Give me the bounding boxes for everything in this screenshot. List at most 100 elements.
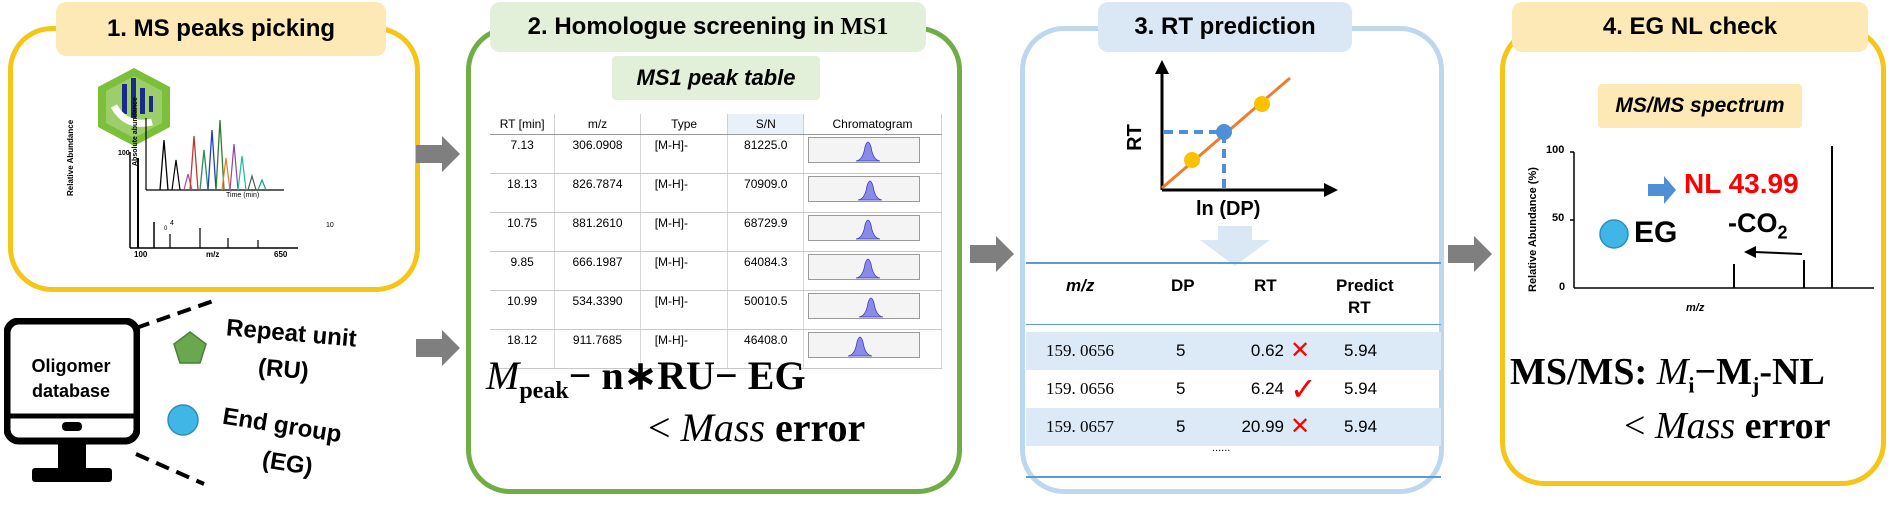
ms1-peak-table: RT [min] m/z Type S/N Chromatogram 7.13 3… [490, 114, 942, 369]
inner-x-axis-label: Time (min) [226, 192, 260, 199]
msms-formula-mass: Mass [1654, 405, 1736, 447]
ms1-table-row[interactable]: 18.13 826.7874 [M-H]- 70909.0 [490, 173, 942, 213]
rt-cell-predict: 5.94 [1344, 379, 1378, 398]
col-sn[interactable]: S/N [727, 114, 805, 135]
ms1-table-header-row: RT [min] m/z Type S/N Chromatogram [490, 114, 942, 135]
msms-formula-lt: < [1624, 405, 1655, 447]
ms1-table-row[interactable]: 10.75 881.2610 [M-H]- 68729.9 [490, 212, 942, 252]
cell-mz: 666.1987 [554, 251, 641, 291]
cross-icon: ✕ [1290, 336, 1311, 364]
cell-sn: 70909.0 [727, 173, 805, 213]
rt-cell-dp: 5 [1176, 379, 1186, 398]
rt-cell-predict: 5.94 [1344, 341, 1378, 360]
cell-mz: 306.0908 [554, 134, 641, 174]
rt-table-ellipsis: ...... [1212, 442, 1231, 454]
database-label-line1: Oligomer [31, 356, 111, 376]
ms1-table-row[interactable]: 18.12 911.7685 [M-H]- 46408.0 [490, 329, 942, 369]
arrow-to-panel4 [1448, 236, 1492, 272]
tick-0: 0 [164, 226, 168, 232]
co2-prefix: -CO [1728, 208, 1778, 238]
formula-M: M [486, 353, 520, 398]
panel3-title: 3. RT prediction [1098, 2, 1352, 52]
ms1-table-row[interactable]: 9.85 666.1987 [M-H]- 64084.3 [490, 251, 942, 291]
msms-y-axis-label: Relative Abundance (%) [1527, 167, 1539, 292]
col-mz[interactable]: m/z [554, 114, 641, 135]
rt-cell-mz: 159. 0656 [1046, 379, 1114, 398]
neutral-loss-label: NL 43.99 [1684, 168, 1799, 199]
rt-cell-rt: 20.99 [1241, 417, 1284, 436]
cell-type: [M-H]- [640, 173, 729, 213]
col-type[interactable]: Type [640, 114, 729, 135]
msms-formula-i: i [1688, 372, 1695, 398]
cell-sn: 81225.0 [727, 134, 805, 174]
end-group-label-line2: (EG) [260, 446, 315, 481]
rt-table-bottom-rule [1026, 476, 1441, 478]
cell-mz: 881.2610 [554, 212, 641, 252]
rt-cell-mz: 159. 0657 [1046, 417, 1114, 436]
formula-peak-sub: peak [519, 378, 569, 404]
rt-header-rt: RT [1254, 276, 1277, 295]
cell-sn: 46408.0 [727, 329, 805, 369]
rt-cell-rt: 6.24 [1250, 379, 1284, 398]
cell-rt: 7.13 [490, 134, 556, 174]
msms-tick-50: 50 [1552, 212, 1565, 224]
panel2-title-suffix: MS1 [840, 13, 889, 40]
cell-type: [M-H]- [640, 251, 729, 291]
cell-chromatogram [803, 251, 942, 291]
ms1-table-row[interactable]: 7.13 306.0908 [M-H]- 81225.0 [490, 134, 942, 174]
rt-header-mz: m/z [1066, 276, 1095, 295]
eg-label: EG [1634, 216, 1678, 249]
chromatogram-peak [808, 293, 921, 319]
cell-type: [M-H]- [640, 212, 729, 252]
cell-chromatogram [803, 290, 942, 330]
msms-x-axis-label: m/z [1686, 302, 1705, 314]
ms1-peak-table-subtitle: MS1 peak table [612, 56, 820, 100]
rt-table-header-rule [1026, 324, 1441, 325]
cell-sn: 50010.5 [727, 290, 805, 330]
formula-mass: Mass [680, 405, 766, 450]
cell-rt: 10.99 [490, 290, 556, 330]
panel2-title-prefix: 2. Homologue screening in [527, 13, 835, 40]
arrow-to-panel2-bottom [416, 330, 460, 366]
rt-table: m/z DP RT Predict RT 159. 0656 5 0.62 5.94 ✕… [1026, 262, 1441, 482]
rt-cell-mz: 159. 0656 [1046, 341, 1114, 360]
msms-formula-j: j [1752, 372, 1760, 398]
check-icon: ✓ [1290, 370, 1317, 408]
cell-chromatogram [803, 173, 942, 213]
arrow-to-panel3 [970, 236, 1014, 272]
rt-cell-dp: 5 [1176, 341, 1186, 360]
msms-formula-dash: −M [1694, 351, 1753, 393]
panel2-title: 2. Homologue screening in MS1 [490, 2, 926, 52]
col-rt[interactable]: RT [min] [490, 114, 556, 135]
msms-tick-0: 0 [1559, 281, 1566, 293]
rt-table-row[interactable]: 159. 0657 5 20.99 5.94 ✕ [1026, 408, 1441, 446]
inner-y-axis-label: Absolute abundance [132, 97, 139, 166]
msms-formula-prefix: MS/MS: [1510, 351, 1657, 393]
cell-mz: 911.7685 [554, 329, 641, 369]
formula-error: error [765, 405, 866, 450]
chromatogram-peak [808, 137, 921, 163]
cell-mz: 534.3390 [554, 290, 641, 330]
rt-header-dp: DP [1171, 276, 1195, 295]
rt-fit-plot [1155, 60, 1338, 197]
col-chromatogram[interactable]: Chromatogram [803, 114, 942, 135]
rt-table-row[interactable]: 159. 0656 5 6.24 5.94 ✓ [1026, 370, 1441, 408]
cross-icon: ✕ [1290, 412, 1311, 440]
rt-header-predict: Predict [1336, 276, 1394, 295]
cell-chromatogram [803, 329, 942, 369]
msms-formula-error: error [1735, 405, 1831, 447]
cell-rt: 18.13 [490, 173, 556, 213]
rt-table-row[interactable]: 159. 0656 5 0.62 5.94 ✕ [1026, 332, 1441, 370]
ms1-table-row[interactable]: 10.99 534.3390 [M-H]- 50010.5 [490, 290, 942, 330]
msms-formula-Mi: M [1656, 351, 1689, 393]
database-label-line2: database [31, 381, 111, 401]
software-logo [98, 68, 170, 146]
rt-cell-rt: 0.62 [1250, 341, 1284, 360]
end-group-label-line1: End group [220, 402, 344, 449]
chromatogram-peak [808, 254, 921, 280]
repeat-unit-label-line1: Repeat unit [225, 314, 358, 353]
repeat-unit-pentagon-icon [173, 331, 207, 364]
msms-formula-line1: MS/MS: Mi−Mj-NL [1510, 350, 1825, 399]
co2-label: -CO2 [1728, 208, 1788, 243]
formula-rest: − n∗RU− EG [568, 353, 806, 398]
